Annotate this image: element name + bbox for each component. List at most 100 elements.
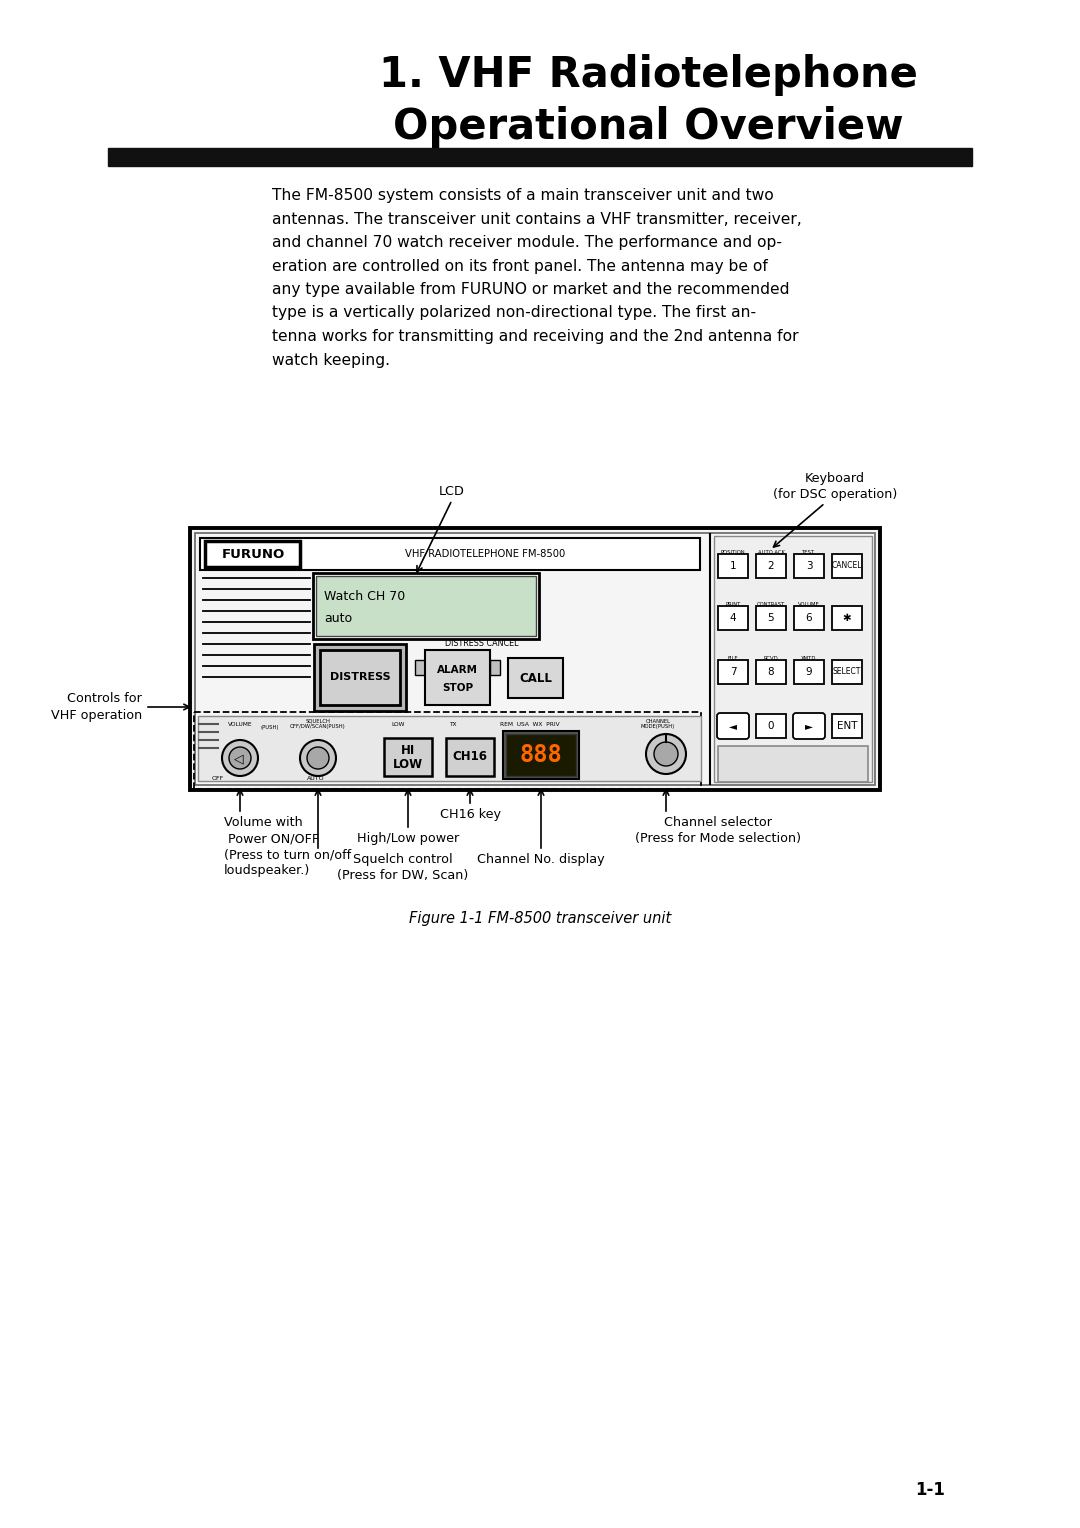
Bar — [507, 733, 576, 776]
Text: type is a vertically polarized non-directional type. The first an-: type is a vertically polarized non-direc… — [272, 306, 756, 321]
Text: STOP: STOP — [442, 683, 473, 694]
Text: LOW: LOW — [393, 758, 423, 770]
Text: 3: 3 — [806, 561, 812, 571]
Bar — [718, 660, 748, 685]
Circle shape — [222, 740, 258, 776]
Bar — [756, 714, 786, 738]
Bar — [756, 660, 786, 685]
Text: Operational Overview: Operational Overview — [393, 105, 903, 148]
Text: LOW: LOW — [391, 721, 405, 726]
Bar — [384, 738, 432, 776]
Circle shape — [307, 747, 329, 769]
Bar — [415, 660, 426, 675]
Bar — [316, 576, 536, 636]
Bar — [832, 607, 862, 630]
Text: VOLUME: VOLUME — [228, 721, 253, 726]
Bar — [756, 607, 786, 630]
Bar — [714, 536, 872, 782]
Text: (PUSH): (PUSH) — [260, 726, 280, 730]
Circle shape — [654, 743, 678, 766]
Bar — [718, 746, 868, 782]
Text: POSITION: POSITION — [720, 550, 745, 555]
Text: 1: 1 — [730, 561, 737, 571]
FancyBboxPatch shape — [793, 714, 825, 740]
Text: SQUELCH
OFF/DW/SCAN(PUSH): SQUELCH OFF/DW/SCAN(PUSH) — [291, 718, 346, 729]
Text: (Press for Mode selection): (Press for Mode selection) — [635, 833, 801, 845]
Circle shape — [229, 747, 251, 769]
Bar — [195, 533, 875, 785]
Text: CHANNEL
MODE(PUSH): CHANNEL MODE(PUSH) — [640, 718, 675, 729]
Bar — [198, 717, 701, 781]
Text: CANCEL: CANCEL — [832, 561, 862, 570]
Text: DISTRESS CANCEL: DISTRESS CANCEL — [445, 640, 518, 648]
Text: watch keeping.: watch keeping. — [272, 353, 390, 368]
Text: Channel No. display: Channel No. display — [477, 853, 605, 866]
Bar — [426, 649, 490, 704]
Text: (Press for DW, Scan): (Press for DW, Scan) — [337, 869, 469, 882]
Text: 888: 888 — [519, 743, 563, 767]
Bar — [108, 148, 972, 167]
Text: Volume with: Volume with — [224, 816, 302, 830]
Text: HI: HI — [401, 744, 415, 756]
Bar — [190, 529, 880, 790]
Text: Keyboard: Keyboard — [805, 472, 865, 484]
Text: VOLUME: VOLUME — [798, 602, 820, 607]
Text: ✱: ✱ — [842, 613, 851, 623]
Text: TEST: TEST — [802, 550, 815, 555]
Text: tenna works for transmitting and receiving and the 2nd antenna for: tenna works for transmitting and receivi… — [272, 329, 798, 344]
Text: 1-1: 1-1 — [915, 1481, 945, 1499]
Bar — [508, 659, 563, 698]
Text: antennas. The transceiver unit contains a VHF transmitter, receiver,: antennas. The transceiver unit contains … — [272, 211, 801, 226]
Bar — [832, 555, 862, 578]
Text: ◁: ◁ — [234, 752, 244, 766]
Text: Watch CH 70: Watch CH 70 — [324, 590, 405, 602]
Text: AUTO ACK: AUTO ACK — [757, 550, 784, 555]
Bar — [832, 714, 862, 738]
Text: CALL: CALL — [519, 671, 552, 685]
Bar — [320, 649, 400, 704]
Text: FILE: FILE — [728, 656, 739, 660]
Bar — [756, 555, 786, 578]
Text: The FM-8500 system consists of a main transceiver unit and two: The FM-8500 system consists of a main tr… — [272, 188, 773, 203]
Text: 7: 7 — [730, 668, 737, 677]
Text: eration are controlled on its front panel. The antenna may be of: eration are controlled on its front pane… — [272, 258, 768, 274]
Text: (Press to turn on/off: (Press to turn on/off — [224, 848, 351, 860]
Bar — [313, 573, 539, 639]
Bar — [794, 555, 824, 578]
Text: PRINT: PRINT — [726, 602, 741, 607]
Text: LCD: LCD — [440, 484, 464, 498]
Text: OFF: OFF — [212, 776, 225, 781]
Text: Channel selector: Channel selector — [664, 816, 772, 830]
Bar — [194, 712, 701, 788]
Text: 5: 5 — [768, 613, 774, 623]
Text: Controls for: Controls for — [67, 692, 141, 704]
Bar — [794, 660, 824, 685]
Text: DISTRESS: DISTRESS — [329, 672, 390, 683]
Text: ENT: ENT — [837, 721, 858, 730]
Text: 0: 0 — [768, 721, 774, 730]
Text: FURUNO: FURUNO — [221, 547, 285, 561]
Text: XMTD: XMTD — [801, 656, 816, 660]
Text: CH16: CH16 — [453, 750, 487, 764]
Text: VHF operation: VHF operation — [51, 709, 141, 723]
Text: AUTO: AUTO — [307, 776, 325, 781]
Circle shape — [300, 740, 336, 776]
Text: REM  USA  WX  PRIV: REM USA WX PRIV — [500, 721, 559, 726]
Text: High/Low power: High/Low power — [356, 833, 459, 845]
Text: ALARM: ALARM — [437, 665, 478, 675]
Text: 2: 2 — [768, 561, 774, 571]
Bar — [794, 607, 824, 630]
Bar — [200, 538, 700, 570]
Text: SELECT: SELECT — [833, 668, 861, 677]
Text: Squelch control: Squelch control — [353, 853, 453, 866]
Bar — [490, 660, 500, 675]
Text: ►: ► — [805, 721, 813, 730]
Text: RCVD: RCVD — [764, 656, 779, 660]
Text: Figure 1-1 FM-8500 transceiver unit: Figure 1-1 FM-8500 transceiver unit — [409, 911, 671, 926]
Text: CH16 key: CH16 key — [440, 808, 500, 821]
Text: auto: auto — [324, 611, 352, 625]
Text: TX: TX — [449, 721, 457, 726]
Text: 8: 8 — [768, 668, 774, 677]
Text: (for DSC operation): (for DSC operation) — [773, 487, 897, 501]
Bar — [718, 607, 748, 630]
